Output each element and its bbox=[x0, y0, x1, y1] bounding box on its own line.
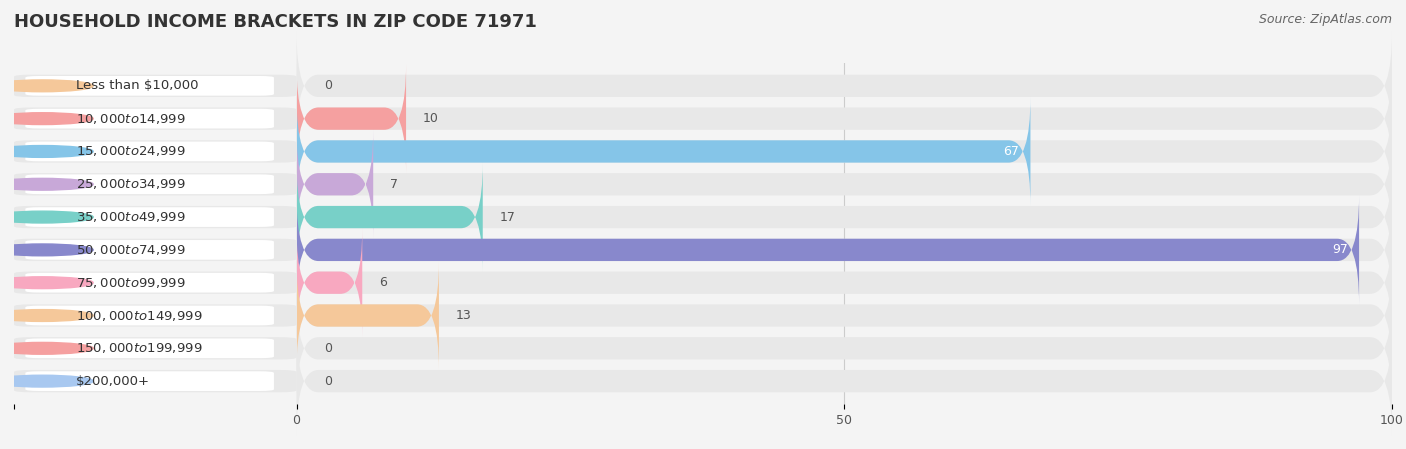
FancyBboxPatch shape bbox=[25, 141, 274, 161]
Text: 97: 97 bbox=[1333, 243, 1348, 256]
FancyBboxPatch shape bbox=[14, 272, 297, 294]
Text: $10,000 to $14,999: $10,000 to $14,999 bbox=[76, 112, 186, 126]
Text: $100,000 to $149,999: $100,000 to $149,999 bbox=[76, 308, 202, 322]
Text: $50,000 to $74,999: $50,000 to $74,999 bbox=[76, 243, 186, 257]
FancyBboxPatch shape bbox=[14, 107, 297, 130]
Text: 0: 0 bbox=[323, 374, 332, 387]
FancyBboxPatch shape bbox=[14, 337, 297, 360]
FancyBboxPatch shape bbox=[297, 97, 1031, 206]
FancyBboxPatch shape bbox=[297, 64, 1392, 173]
Text: 0: 0 bbox=[323, 342, 332, 355]
Circle shape bbox=[0, 211, 93, 223]
FancyBboxPatch shape bbox=[297, 195, 1360, 304]
FancyBboxPatch shape bbox=[14, 140, 297, 163]
Circle shape bbox=[0, 80, 93, 92]
Text: 10: 10 bbox=[422, 112, 439, 125]
Circle shape bbox=[0, 277, 93, 289]
Circle shape bbox=[0, 145, 93, 157]
FancyBboxPatch shape bbox=[297, 294, 1392, 403]
FancyBboxPatch shape bbox=[297, 195, 1392, 304]
FancyBboxPatch shape bbox=[14, 370, 297, 392]
FancyBboxPatch shape bbox=[25, 76, 274, 96]
FancyBboxPatch shape bbox=[297, 97, 1392, 206]
FancyBboxPatch shape bbox=[297, 327, 1392, 436]
FancyBboxPatch shape bbox=[297, 228, 363, 337]
FancyBboxPatch shape bbox=[297, 64, 406, 173]
Circle shape bbox=[0, 375, 93, 387]
FancyBboxPatch shape bbox=[25, 207, 274, 227]
FancyBboxPatch shape bbox=[25, 371, 274, 391]
FancyBboxPatch shape bbox=[297, 130, 1392, 239]
Text: Source: ZipAtlas.com: Source: ZipAtlas.com bbox=[1258, 13, 1392, 26]
Circle shape bbox=[0, 343, 93, 354]
FancyBboxPatch shape bbox=[297, 228, 1392, 337]
Text: $150,000 to $199,999: $150,000 to $199,999 bbox=[76, 341, 202, 355]
FancyBboxPatch shape bbox=[297, 130, 373, 239]
FancyBboxPatch shape bbox=[25, 339, 274, 358]
FancyBboxPatch shape bbox=[297, 261, 439, 370]
Text: 6: 6 bbox=[378, 276, 387, 289]
FancyBboxPatch shape bbox=[14, 304, 297, 327]
FancyBboxPatch shape bbox=[25, 174, 274, 194]
FancyBboxPatch shape bbox=[25, 306, 274, 326]
Text: HOUSEHOLD INCOME BRACKETS IN ZIP CODE 71971: HOUSEHOLD INCOME BRACKETS IN ZIP CODE 71… bbox=[14, 13, 537, 31]
FancyBboxPatch shape bbox=[297, 31, 1392, 140]
FancyBboxPatch shape bbox=[297, 261, 1392, 370]
Text: $25,000 to $34,999: $25,000 to $34,999 bbox=[76, 177, 186, 191]
FancyBboxPatch shape bbox=[297, 163, 482, 272]
FancyBboxPatch shape bbox=[14, 173, 297, 195]
FancyBboxPatch shape bbox=[25, 109, 274, 128]
Circle shape bbox=[0, 244, 93, 256]
Circle shape bbox=[0, 310, 93, 321]
Text: $35,000 to $49,999: $35,000 to $49,999 bbox=[76, 210, 186, 224]
Text: $200,000+: $200,000+ bbox=[76, 374, 150, 387]
Text: 0: 0 bbox=[323, 79, 332, 92]
Text: 13: 13 bbox=[456, 309, 471, 322]
Text: $15,000 to $24,999: $15,000 to $24,999 bbox=[76, 145, 186, 158]
FancyBboxPatch shape bbox=[14, 239, 297, 261]
Text: 67: 67 bbox=[1004, 145, 1019, 158]
Text: 17: 17 bbox=[499, 211, 515, 224]
Text: $75,000 to $99,999: $75,000 to $99,999 bbox=[76, 276, 186, 290]
Circle shape bbox=[0, 178, 93, 190]
Text: 7: 7 bbox=[389, 178, 398, 191]
FancyBboxPatch shape bbox=[297, 163, 1392, 272]
FancyBboxPatch shape bbox=[14, 75, 297, 97]
FancyBboxPatch shape bbox=[25, 240, 274, 260]
FancyBboxPatch shape bbox=[14, 206, 297, 228]
Text: Less than $10,000: Less than $10,000 bbox=[76, 79, 198, 92]
Circle shape bbox=[0, 113, 93, 124]
FancyBboxPatch shape bbox=[25, 273, 274, 293]
